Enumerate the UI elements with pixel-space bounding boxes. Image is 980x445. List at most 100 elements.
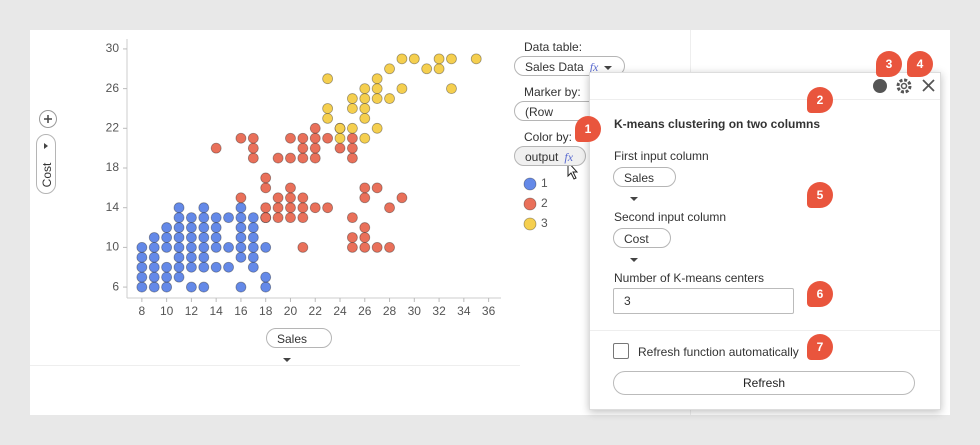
marker <box>198 241 210 253</box>
marker <box>223 261 234 273</box>
marker <box>396 83 408 95</box>
marker <box>322 202 334 214</box>
marker <box>272 212 284 224</box>
marker-by-dropdown[interactable]: (Row Numbe <box>514 101 604 121</box>
marker <box>235 212 247 224</box>
marker <box>210 232 222 243</box>
color-by-dropdown[interactable]: output fx <box>514 146 586 166</box>
marker <box>148 241 160 253</box>
marker <box>136 271 148 283</box>
x-tick-label: 18 <box>259 304 273 318</box>
value: Sales Data <box>525 60 584 74</box>
marker <box>223 241 234 253</box>
x-tick-label: 16 <box>234 304 248 318</box>
marker <box>260 212 272 224</box>
marker <box>185 222 197 233</box>
marker <box>346 212 358 224</box>
marker <box>173 241 185 253</box>
refresh-button[interactable]: Refresh <box>613 371 915 395</box>
cursor <box>567 160 579 180</box>
legend-label: 3 <box>541 216 548 230</box>
badge: 6 <box>807 281 833 307</box>
panel-header-icons <box>873 78 935 94</box>
x-tick-label: 10 <box>160 304 174 318</box>
second-input-dropdown[interactable]: Cost <box>613 228 671 262</box>
marker <box>297 202 309 214</box>
marker <box>235 232 247 243</box>
marker <box>198 261 210 273</box>
y-axis-label: Cost <box>40 162 54 188</box>
fx-icon: fx <box>564 150 574 164</box>
marker <box>371 122 383 134</box>
plus-icon <box>44 115 52 123</box>
divider <box>30 365 520 366</box>
marker <box>260 182 272 194</box>
legend-label: 1 <box>541 176 548 190</box>
marker <box>346 152 358 164</box>
y-axis-selector[interactable]: Cost <box>36 134 56 194</box>
checkbox-label: Refresh function automatically <box>638 345 799 359</box>
marker <box>309 142 321 154</box>
data-table-dropdown[interactable]: Sales Data fx <box>514 56 625 76</box>
x-axis-label: Sales <box>277 332 308 346</box>
auto-refresh-checkbox[interactable] <box>613 343 629 359</box>
marker <box>210 241 222 253</box>
marker <box>272 152 284 164</box>
marker <box>235 251 247 263</box>
marker <box>260 281 272 293</box>
first-input-dropdown[interactable]: Sales <box>613 167 676 201</box>
marker <box>247 152 259 164</box>
legend-marker <box>523 217 537 231</box>
marker <box>322 132 334 144</box>
marker <box>148 251 160 263</box>
y-tick-label: 26 <box>106 81 120 95</box>
marker <box>247 232 259 243</box>
settings-icon[interactable] <box>896 78 912 94</box>
y-tick-label: 14 <box>106 200 120 214</box>
marker <box>359 103 371 114</box>
marker <box>210 261 222 273</box>
marker <box>260 241 272 253</box>
marker <box>185 232 197 243</box>
marker <box>210 212 222 224</box>
marker <box>346 232 358 243</box>
marker <box>396 192 408 204</box>
label: Color by: <box>524 130 573 144</box>
centers-input[interactable]: 3 <box>613 288 794 314</box>
marker <box>198 232 210 243</box>
marker <box>421 63 433 75</box>
marker <box>322 103 334 114</box>
x-tick-label: 20 <box>284 304 298 318</box>
y-tick-label: 6 <box>112 279 119 293</box>
marker <box>210 222 222 233</box>
marker <box>185 261 197 273</box>
y-tick-label: 10 <box>106 240 120 254</box>
marker <box>309 202 321 214</box>
marker <box>322 73 334 85</box>
marker <box>396 53 408 65</box>
legend-marker <box>523 177 537 191</box>
marker <box>346 93 358 104</box>
marker <box>185 251 197 263</box>
add-axis-button[interactable] <box>39 110 57 128</box>
badge: 4 <box>907 51 933 77</box>
x-tick-label: 32 <box>432 304 446 318</box>
marker <box>384 93 395 104</box>
marker <box>359 83 371 95</box>
x-tick-label: 14 <box>209 304 223 318</box>
marker <box>198 212 210 224</box>
marker <box>148 261 160 273</box>
help-icon[interactable] <box>873 79 887 93</box>
label: Data table: <box>524 40 583 54</box>
marker <box>148 281 160 293</box>
marker <box>446 53 457 65</box>
y-tick-label: 22 <box>106 120 120 134</box>
x-axis-selector[interactable]: Sales <box>266 328 332 362</box>
marker <box>297 192 309 204</box>
marker <box>173 202 185 214</box>
marker <box>285 182 296 194</box>
marker <box>346 241 358 253</box>
marker <box>371 83 383 95</box>
marker <box>210 142 222 154</box>
marker <box>223 212 234 224</box>
